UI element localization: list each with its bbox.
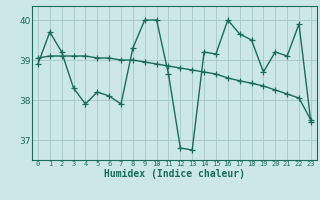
X-axis label: Humidex (Indice chaleur): Humidex (Indice chaleur): [104, 169, 245, 179]
